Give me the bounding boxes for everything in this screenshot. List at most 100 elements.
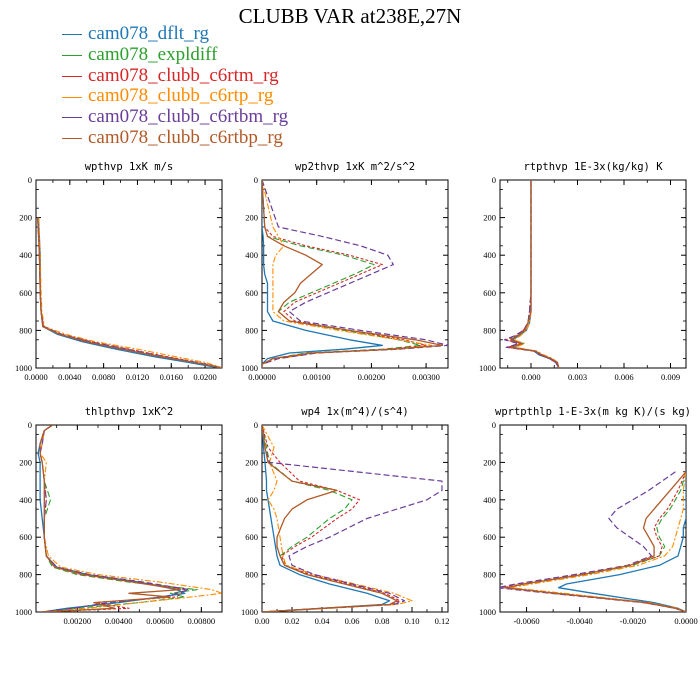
x-tick-label: 0.0160 [160, 372, 183, 382]
series-line-6 [262, 180, 444, 368]
series-line-1 [557, 471, 686, 612]
y-tick-label: 200 [245, 457, 258, 467]
x-tick-label: 0.04 [315, 616, 331, 626]
series-group [500, 471, 686, 612]
y-tick-label: 1000 [15, 607, 32, 617]
y-tick-label: 0 [28, 420, 32, 430]
y-tick-label: 0 [254, 420, 258, 430]
y-tick-label: 400 [19, 250, 32, 260]
x-tick-label: 0.003 [568, 372, 587, 382]
x-tick-label: 0.06 [345, 616, 360, 626]
y-tick-label: 600 [483, 532, 496, 542]
series-line-3 [39, 425, 186, 612]
y-tick-label: 1000 [479, 363, 496, 373]
panel-title: thlpthvp 1xK^2 [85, 406, 174, 418]
panel-title: rtpthvp 1E-3x(kg/kg) K [523, 161, 663, 173]
plot-frame [499, 179, 687, 369]
panel-title: wp2thvp 1xK m^2/s^2 [295, 161, 415, 173]
x-tick-label: 0.00600 [146, 616, 174, 626]
series-line-1 [511, 180, 560, 368]
panel-title: wp4 1x(m^4)/(s^4) [301, 406, 408, 418]
figure-title: CLUBB VAR at238E,27N [238, 4, 462, 28]
series-line-4 [262, 425, 413, 612]
y-tick-label: 800 [245, 325, 258, 335]
series-line-5 [39, 425, 190, 612]
series-line-1 [37, 425, 186, 612]
x-tick-label: 0.0200 [193, 372, 216, 382]
x-tick-label: 0.00400 [105, 616, 133, 626]
legend-label: cam078_clubb_c6rtbm_rg [88, 106, 289, 128]
series-line-5 [37, 217, 222, 368]
y-tick-label: 200 [19, 457, 32, 467]
y-tick-label: 200 [245, 213, 258, 223]
x-tick-label: -0.0060 [513, 616, 539, 626]
y-tick-label: 600 [19, 288, 32, 298]
legend-item: cam078_clubb_c6rtp_rg [62, 85, 288, 107]
legend-label: cam078_clubb_c6rtp_rg [88, 85, 274, 107]
series-line-6 [262, 425, 398, 612]
y-tick-label: 600 [245, 532, 258, 542]
legend-item: cam078_dflt_rg [62, 23, 288, 45]
x-tick-label: 0.009 [661, 372, 680, 382]
y-tick-label: 1000 [241, 363, 258, 373]
y-tick-label: 0 [492, 420, 496, 430]
x-tick-label: 0.00800 [188, 616, 216, 626]
x-tick-label: 0.0000 [674, 616, 697, 626]
legend-label: cam078_dflt_rg [88, 23, 210, 44]
y-tick-label: 1000 [241, 607, 258, 617]
series-line-4 [37, 217, 222, 368]
x-tick-label: 0.02 [285, 616, 300, 626]
legend-label: cam078_expldiff [88, 43, 218, 65]
series-line-2 [504, 471, 686, 612]
series-line-6 [39, 425, 182, 612]
legend-swatch [62, 54, 82, 56]
legend-item: cam078_expldiff [62, 43, 288, 66]
y-tick-label: 200 [483, 457, 496, 467]
y-tick-label: 600 [19, 532, 32, 542]
x-tick-label: 0.00000 [248, 372, 276, 382]
legend: cam078_dflt_rg cam078_expldiff cam078_club… [62, 23, 289, 149]
panel-title: wpthvp 1xK m/s [85, 161, 174, 173]
legend-item: cam078_clubb_c6rtbm_rg [62, 106, 289, 128]
y-tick-label: 200 [19, 213, 32, 223]
x-tick-label: 0.00 [255, 616, 270, 626]
series-line-4 [513, 180, 560, 368]
legend-item: cam078_clubb_c6rtm_rg [62, 64, 288, 87]
x-tick-label: 0.006 [614, 372, 633, 382]
panel-6: wprtpthlp 1-E-3x(m kg K)/(s kg) 0 200 400 60… [479, 406, 698, 626]
legend-swatch [62, 75, 82, 77]
series-group [37, 217, 222, 368]
y-tick-label: 600 [483, 288, 496, 298]
series-line-2 [508, 180, 560, 368]
series-line-5 [262, 180, 448, 368]
legend-label: cam078_clubb_c6rtm_rg [88, 64, 279, 86]
series-line-1 [37, 217, 222, 368]
x-tick-label: 0.000 [521, 372, 540, 382]
series-group [262, 425, 443, 612]
plot-frame [261, 179, 449, 369]
series-line-5 [262, 425, 443, 612]
y-tick-label: 400 [245, 250, 258, 260]
series-line-2 [37, 217, 222, 368]
panel-4: thlpthvp 1xK^2 0 200 400 600 800 1000 0.00200 0.… [15, 406, 223, 626]
panel-2: wp2thvp 1xK m^2/s^2020040060080010000.00… [241, 161, 449, 382]
series-line-1 [262, 425, 391, 612]
series-line-4 [39, 425, 222, 612]
y-tick-label: 200 [483, 213, 496, 223]
x-tick-label: 0.0000 [24, 372, 47, 382]
x-tick-label: 0.08 [375, 616, 390, 626]
x-tick-label: -0.0020 [620, 616, 646, 626]
plot-frame [261, 424, 449, 613]
y-tick-label: 400 [245, 495, 258, 505]
y-tick-label: 0 [254, 175, 258, 185]
x-tick-label: 0.0080 [92, 372, 115, 382]
y-tick-label: 600 [245, 288, 258, 298]
x-tick-label: 0.00100 [303, 372, 331, 382]
y-tick-label: 0 [28, 175, 32, 185]
legend-item: cam078_clubb_c6rtbp_rg [62, 127, 288, 149]
x-tick-label: -0.0040 [567, 616, 593, 626]
x-tick-label: 0.10 [405, 616, 420, 626]
y-tick-label: 400 [483, 250, 496, 260]
y-tick-label: 0 [492, 175, 496, 185]
